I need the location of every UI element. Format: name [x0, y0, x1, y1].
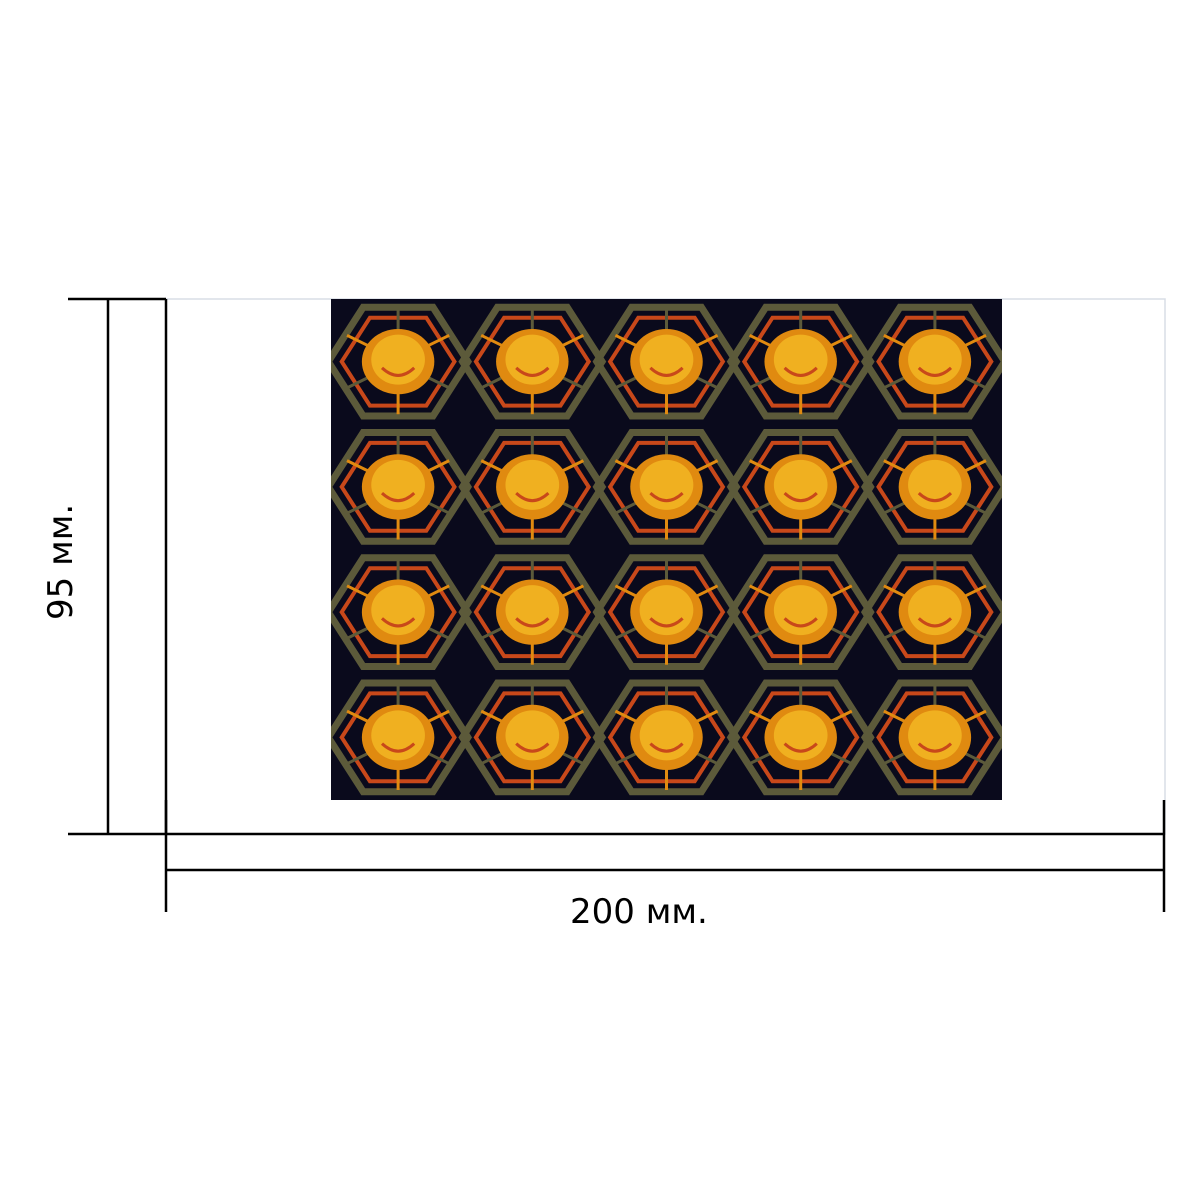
pattern-hex-outer — [860, 303, 1002, 420]
pattern-orb — [773, 334, 828, 385]
pattern-orb — [505, 459, 560, 510]
pattern-hex-inner — [876, 691, 994, 784]
pattern-orb — [505, 334, 560, 385]
pattern-hex-inner — [473, 315, 592, 408]
pattern-orb-shade — [380, 617, 416, 628]
pattern-orb-shade — [783, 366, 818, 377]
pattern-hex-outer — [458, 303, 607, 420]
pattern-hex-outer — [458, 429, 607, 545]
pattern-orb — [773, 710, 828, 761]
pattern-hex-outer — [331, 429, 473, 545]
height-dimension — [68, 297, 168, 836]
pattern-orb-shade — [649, 742, 684, 753]
pattern-orb — [371, 710, 425, 761]
pattern-orb-shade — [515, 366, 550, 377]
pattern-orb-shade — [783, 492, 818, 503]
pattern-hex-inner — [607, 691, 726, 784]
pattern-orb-shade — [380, 366, 416, 377]
pattern-hex-outer — [331, 303, 473, 420]
pattern-orb — [639, 585, 694, 636]
pattern-hex-inner — [339, 566, 457, 659]
pattern-hex-outer — [860, 679, 1002, 796]
pattern-hex-outer — [458, 679, 607, 796]
pattern-hex-outer — [726, 554, 875, 670]
pattern-hex-outer — [331, 679, 473, 796]
pattern-orb — [908, 585, 962, 636]
pattern-orb — [773, 459, 828, 510]
pattern-hex-outer — [592, 303, 741, 420]
pattern-orb — [639, 710, 694, 761]
pattern-orb — [371, 459, 425, 510]
pattern-orb-shade — [783, 617, 818, 628]
pattern-orb-shade — [649, 366, 684, 377]
pattern-hex-outer — [860, 429, 1002, 545]
pattern-orb-shade — [783, 742, 818, 753]
pattern-orb-shade — [649, 617, 684, 628]
pattern-hex-outer — [458, 554, 607, 670]
pattern-orb-shade — [917, 366, 953, 377]
pattern-hex-inner — [741, 691, 860, 784]
pattern-orb — [908, 710, 962, 761]
width-label: 200 мм. — [570, 892, 708, 932]
pattern-orb-shade — [917, 492, 953, 503]
pattern-hex-outer — [592, 679, 741, 796]
height-label: 95 мм. — [41, 503, 81, 620]
pattern-hex-inner — [876, 440, 994, 533]
pattern-hex-inner — [339, 440, 457, 533]
pattern-hex-inner — [473, 566, 592, 659]
pattern-hex-inner — [473, 440, 592, 533]
pattern-image — [331, 299, 1002, 800]
pattern-orb — [908, 334, 962, 385]
pattern-orb — [371, 334, 425, 385]
pattern-hex-outer — [592, 554, 741, 670]
pattern-orb-shade — [380, 742, 416, 753]
pattern-hex-inner — [339, 691, 457, 784]
pattern-hex-outer — [726, 679, 875, 796]
pattern-hex-outer — [592, 429, 741, 545]
pattern-hex-inner — [876, 566, 994, 659]
pattern-hex-outer — [860, 554, 1002, 670]
pattern-hex-outer — [331, 554, 473, 670]
pattern-orb — [639, 459, 694, 510]
pattern-hex-inner — [607, 440, 726, 533]
width-dimension — [164, 800, 1166, 912]
pattern-orb — [505, 710, 560, 761]
pattern-orb-shade — [917, 742, 953, 753]
pattern-orb — [371, 585, 425, 636]
pattern-orb-shade — [515, 492, 550, 503]
pattern-hex-inner — [607, 315, 726, 408]
pattern-hex-inner — [339, 315, 457, 408]
pattern-orb-shade — [515, 617, 550, 628]
pattern-orb — [639, 334, 694, 385]
pattern-orb-shade — [380, 492, 416, 503]
pattern-hex-inner — [741, 315, 860, 408]
pattern-hex-inner — [741, 440, 860, 533]
pattern-orb-shade — [515, 742, 550, 753]
pattern-hex-inner — [876, 315, 994, 408]
pattern-hex-inner — [473, 691, 592, 784]
pattern-orb-shade — [917, 617, 953, 628]
pattern-hex-inner — [741, 566, 860, 659]
pattern-orb — [505, 585, 560, 636]
pattern-hex-outer — [726, 429, 875, 545]
pattern-hex-outer — [726, 303, 875, 420]
pattern-orb-shade — [649, 492, 684, 503]
pattern-hex-inner — [607, 566, 726, 659]
pattern-orb — [773, 585, 828, 636]
pattern-orb — [908, 459, 962, 510]
